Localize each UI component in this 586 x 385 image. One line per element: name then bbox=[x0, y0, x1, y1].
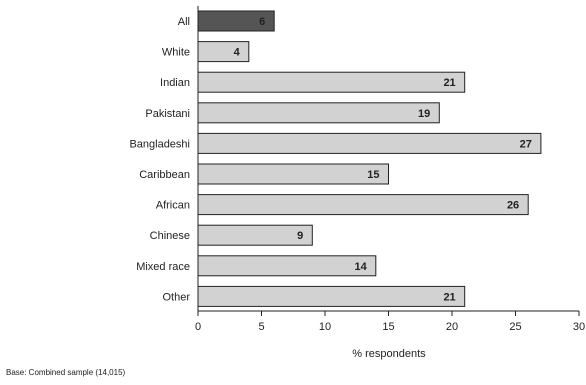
x-axis-title: % respondents bbox=[352, 348, 426, 360]
x-tick-label: 20 bbox=[446, 321, 458, 333]
category-label-pakistani: Pakistani bbox=[145, 108, 190, 120]
value-label-other: 21 bbox=[443, 291, 455, 303]
value-label-white: 4 bbox=[234, 47, 241, 59]
x-tick-label: 5 bbox=[258, 321, 264, 333]
bar-chinese bbox=[197, 224, 313, 246]
category-label-indian: Indian bbox=[160, 77, 190, 89]
value-label-african: 26 bbox=[507, 200, 519, 212]
value-label-bangladeshi: 27 bbox=[520, 138, 532, 150]
bar-indian bbox=[197, 71, 466, 93]
bar-white bbox=[197, 41, 250, 63]
category-label-caribbean: Caribbean bbox=[139, 169, 190, 181]
x-tick-label: 0 bbox=[195, 321, 201, 333]
bar-other bbox=[197, 285, 466, 307]
value-label-caribbean: 15 bbox=[367, 169, 379, 181]
x-tick-label: 25 bbox=[509, 321, 521, 333]
bars-group: All 6 White 4 Indian 21 Pakistani 19 Bangladeshi… bbox=[129, 10, 542, 307]
bar-mixed-race bbox=[197, 255, 377, 277]
category-label-bangladeshi: Bangladeshi bbox=[129, 138, 190, 150]
footnote: Base: Combined sample (14,015) bbox=[6, 368, 126, 377]
x-tick-label: 15 bbox=[382, 321, 394, 333]
value-label-pakistani: 19 bbox=[418, 108, 430, 120]
category-label-white: White bbox=[162, 47, 190, 59]
x-tick-label: 30 bbox=[573, 321, 585, 333]
value-label-chinese: 9 bbox=[297, 230, 303, 242]
category-label-african: African bbox=[156, 200, 190, 212]
bar-bangladeshi bbox=[197, 132, 542, 154]
category-label-chinese: Chinese bbox=[150, 230, 190, 242]
bar-pakistani bbox=[197, 102, 440, 124]
bar-caribbean bbox=[197, 163, 389, 185]
value-label-indian: 21 bbox=[443, 77, 455, 89]
x-tick-label: 10 bbox=[319, 321, 331, 333]
axes-group: 0 5 10 15 20 25 30 % respondents bbox=[195, 6, 585, 360]
value-label-all: 6 bbox=[259, 16, 265, 28]
category-label-mixed-race: Mixed race bbox=[136, 261, 190, 273]
category-label-other: Other bbox=[162, 291, 190, 303]
bar-african bbox=[197, 194, 529, 216]
value-label-mixed-race: 14 bbox=[355, 261, 368, 273]
category-label-all: All bbox=[178, 16, 190, 28]
